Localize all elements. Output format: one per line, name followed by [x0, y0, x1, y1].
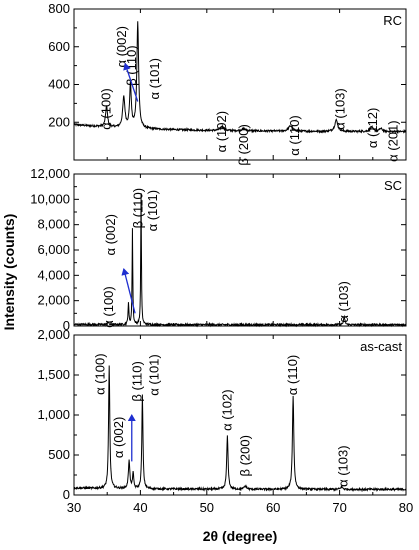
y-tick-label: 200	[48, 114, 70, 129]
pattern-trace	[73, 365, 407, 493]
y-tick-label: 8,000	[37, 217, 70, 232]
panel-name: RC	[383, 13, 402, 28]
x-tick-label: 60	[266, 500, 280, 515]
y-tick-label: 400	[48, 77, 70, 92]
panel-RC: 200 400 600 800 α (100) α (002)β (110) α (101)…	[48, 1, 407, 166]
panel-name: SC	[384, 178, 402, 193]
y-tick-label: 800	[48, 1, 70, 16]
x-tick-label: 50	[200, 500, 214, 515]
peak-label: β (200)	[236, 124, 251, 165]
peak-label: α (002)	[103, 214, 118, 255]
y-axis-title: Intensity (counts)	[1, 214, 17, 331]
panel-name: as-cast	[360, 339, 402, 354]
pattern-trace	[73, 21, 407, 135]
peak-label: α (102)	[219, 389, 234, 430]
y-tick-label: 0	[63, 487, 70, 502]
x-axis: 30 40 50 60 70 80	[67, 500, 413, 515]
peak-label: α (101)	[146, 354, 161, 395]
peak-label: α (002)	[114, 26, 129, 67]
peak-label: β (110)	[130, 361, 145, 401]
y-tick-label: 4,000	[37, 267, 70, 282]
peak-label: α (103)	[336, 281, 351, 322]
peak-label: β (200)	[237, 435, 252, 476]
x-tick-label: 70	[332, 500, 346, 515]
peak-label: α (201)	[385, 120, 400, 161]
panel-SC: 0 2,000 4,000 6,000 8,000 10,000 12,000 α (100)…	[30, 166, 407, 333]
peak-label: α (101)	[145, 190, 160, 231]
peak-label: α (101)	[147, 58, 162, 99]
peak-label: α (112)	[365, 108, 380, 149]
x-axis-title: 2θ (degree)	[203, 528, 277, 544]
peak-label: α (002)	[111, 417, 126, 458]
panel-as-cast: 0 500 1,000 1,500 2,000 α (100) α (002) β (110)…	[37, 327, 407, 502]
x-tick-label: 80	[399, 500, 413, 515]
y-tick-label: 12,000	[30, 166, 70, 181]
pattern-trace	[73, 193, 407, 328]
y-tick-label: 500	[48, 447, 70, 462]
shift-arrow	[121, 268, 136, 314]
y-tick-label: 0	[63, 318, 70, 333]
peak-label: α (103)	[336, 445, 351, 486]
y-tick-label: 6,000	[37, 242, 70, 257]
panel-frame	[73, 173, 407, 327]
y-tick-label: 600	[48, 39, 70, 54]
y-tick-label: 10,000	[30, 191, 70, 206]
x-tick-label: 30	[67, 500, 81, 515]
y-tick-label: 1,000	[37, 407, 70, 422]
peak-label: β (110)	[130, 188, 145, 228]
y-tick-label: 2,000	[37, 293, 70, 308]
y-tick-label: 2,000	[37, 327, 70, 342]
peak-label: α (100)	[99, 88, 114, 129]
peak-label: α (100)	[101, 286, 116, 327]
shift-arrow	[123, 62, 139, 102]
peak-label: α (100)	[93, 353, 108, 394]
peak-label: α (110)	[287, 115, 302, 156]
x-tick-label: 40	[133, 500, 147, 515]
peak-label: β (110)	[124, 45, 139, 85]
peak-label: α (110)	[285, 355, 300, 396]
peak-label: α (102)	[214, 111, 229, 152]
y-tick-label: 1,500	[37, 367, 70, 382]
peak-label: α (103)	[332, 88, 347, 129]
